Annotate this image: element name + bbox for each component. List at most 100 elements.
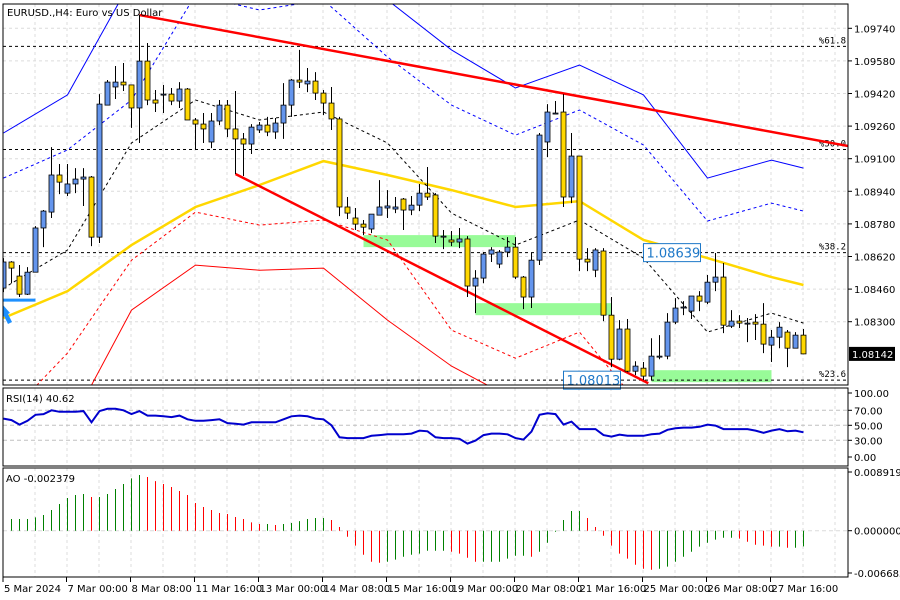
y-tick-label: 1.08300 bbox=[854, 318, 895, 329]
candle bbox=[392, 197, 399, 214]
current-price-label: 1.08142 bbox=[852, 350, 893, 361]
price-label: 1.08013 bbox=[567, 374, 621, 389]
candle bbox=[720, 263, 727, 334]
candle bbox=[744, 318, 751, 343]
candle bbox=[400, 198, 407, 231]
y-tick-label: 1.09580 bbox=[854, 57, 895, 68]
candle bbox=[496, 249, 503, 269]
x-tick-label: 13 Mar 00:00 bbox=[260, 584, 327, 595]
ao-y-tick-label: 0.008919 bbox=[854, 468, 900, 479]
candle-body bbox=[200, 123, 207, 130]
candle bbox=[776, 322, 783, 349]
candle bbox=[208, 113, 215, 149]
candle bbox=[584, 248, 591, 272]
y-tick-label: 1.08940 bbox=[854, 187, 895, 198]
candle-body bbox=[480, 253, 487, 279]
candle-body bbox=[272, 122, 279, 133]
candle bbox=[128, 84, 135, 128]
candle bbox=[368, 213, 375, 234]
candle bbox=[56, 163, 63, 195]
y-tick-label: 1.09740 bbox=[854, 24, 895, 35]
candle-body bbox=[184, 88, 191, 121]
candle bbox=[136, 15, 143, 144]
panel-frame bbox=[2, 387, 849, 467]
candle-body bbox=[280, 104, 287, 124]
candle-body bbox=[224, 104, 231, 130]
candle-body bbox=[168, 93, 175, 102]
candle bbox=[728, 310, 735, 329]
candle-body bbox=[368, 213, 375, 230]
candle bbox=[376, 180, 383, 216]
panel-frames bbox=[2, 3, 849, 578]
candle bbox=[464, 236, 471, 298]
candle bbox=[560, 94, 567, 207]
candle bbox=[520, 276, 527, 310]
candle-body bbox=[664, 321, 671, 357]
candle bbox=[616, 320, 623, 361]
indicator-band-lower-outer bbox=[90, 264, 489, 385]
candle-body bbox=[624, 328, 631, 372]
ao-y-tick-label: -0.006683 bbox=[854, 569, 900, 580]
candle bbox=[656, 335, 663, 360]
candle-body bbox=[488, 249, 495, 255]
candle bbox=[8, 261, 15, 284]
candle-body bbox=[736, 320, 743, 324]
candle bbox=[320, 90, 327, 116]
candle-body bbox=[768, 336, 775, 346]
ao-panel bbox=[11, 475, 804, 570]
candle bbox=[632, 361, 639, 376]
x-tick-label: 14 Mar 08:00 bbox=[324, 584, 391, 595]
candle bbox=[440, 230, 447, 250]
candle bbox=[192, 117, 199, 150]
candle-body bbox=[80, 176, 87, 180]
candle-body bbox=[696, 295, 703, 302]
candle bbox=[216, 100, 223, 126]
candle-body bbox=[472, 277, 479, 287]
candle-body bbox=[72, 178, 79, 185]
fibonacci-level-label: %50.0 bbox=[819, 140, 846, 150]
trendlines[interactable] bbox=[3, 13, 849, 385]
candle-body bbox=[216, 104, 223, 122]
candle-body bbox=[528, 259, 535, 298]
candle-body bbox=[96, 103, 103, 238]
price-label: 1.08639 bbox=[647, 247, 701, 262]
candle-body bbox=[88, 176, 95, 238]
candle bbox=[760, 303, 767, 354]
candle bbox=[576, 155, 583, 272]
candle bbox=[704, 275, 711, 305]
arrow-icon bbox=[3, 305, 12, 324]
candle bbox=[264, 116, 271, 137]
x-tick-label: 26 Mar 08:00 bbox=[708, 584, 775, 595]
fibonacci-levels[interactable]: %61.8 %50.0 %38.2 %23.6 bbox=[3, 36, 848, 381]
candle bbox=[80, 168, 87, 206]
fibonacci-level-label: %38.2 bbox=[819, 243, 846, 253]
candle-body bbox=[160, 93, 167, 96]
trendline[interactable] bbox=[139, 13, 849, 148]
candle-body bbox=[400, 198, 407, 211]
candle bbox=[72, 168, 79, 194]
price-label-box bbox=[643, 243, 701, 263]
trendline[interactable] bbox=[234, 172, 649, 385]
candle bbox=[784, 330, 791, 368]
candle bbox=[432, 193, 439, 244]
candle-body bbox=[384, 205, 391, 209]
candle-body bbox=[8, 261, 15, 269]
candle-body bbox=[632, 365, 639, 372]
candle-body bbox=[672, 307, 679, 323]
rsi-y-tick-label: 100.00 bbox=[854, 389, 889, 400]
candle bbox=[224, 100, 231, 138]
ao-title: AO -0.002379 bbox=[6, 474, 75, 485]
candle bbox=[416, 183, 423, 212]
x-tick-label: 7 Mar 00:00 bbox=[68, 584, 128, 595]
candle-body bbox=[448, 239, 455, 243]
candle-body bbox=[648, 355, 655, 377]
candle bbox=[624, 319, 631, 373]
candle bbox=[768, 330, 775, 363]
candle-body bbox=[536, 134, 543, 261]
candle-body bbox=[288, 79, 295, 106]
candle bbox=[152, 90, 159, 113]
candle-body bbox=[64, 183, 71, 194]
candle-body bbox=[760, 323, 767, 345]
candle bbox=[232, 91, 239, 174]
